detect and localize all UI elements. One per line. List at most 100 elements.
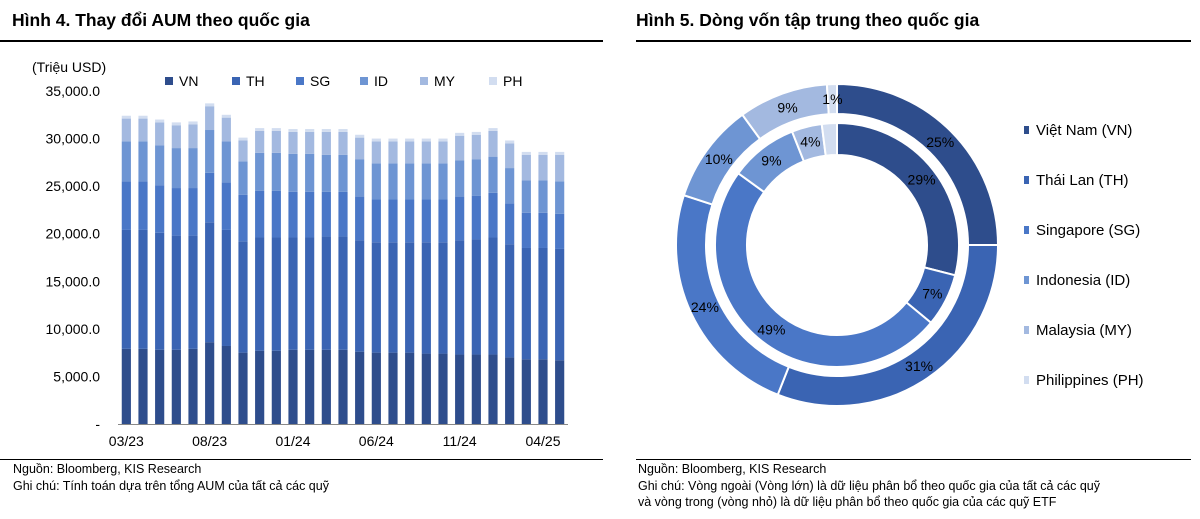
bar-segment-ph [305,129,315,132]
bar-segment-my [488,130,498,157]
x-tick-label: 08/23 [192,433,227,449]
legend-label-sg: Singapore (SG) [1036,222,1140,239]
bar-segment-th [171,235,181,350]
inner-ring-label-th: 7% [922,286,942,302]
figure-5-note-line1: Ghi chú: Vòng ngoài (Vòng lớn) là dữ liệ… [638,479,1101,493]
bar-segment-my [471,134,481,160]
legend-label-ph: Philippines (PH) [1036,372,1144,389]
bar-segment-id [421,163,431,200]
bar-segment-id [305,153,315,192]
y-tick-label: 20,000.0 [46,226,101,242]
bar-segment-id [521,180,531,213]
bar-segment-id [171,148,181,189]
bar-segment-sg [438,199,448,243]
bar-segment-vn [538,359,548,424]
bar-segment-sg [288,191,298,238]
bar-segment-vn [271,350,281,424]
bar-segment-th [471,239,481,355]
bar-segment-sg [355,196,365,241]
bar-segment-my [455,135,465,161]
bar-segment-th [488,237,498,355]
bar-segment-th [288,237,298,350]
bar-segment-ph [138,115,148,119]
legend-label-ph: PH [503,73,522,89]
bar-segment-id [155,145,165,186]
inner-ring-label-sg: 49% [757,322,785,338]
figure-4-note: Ghi chú: Tính toán dựa trên tổng AUM của… [13,479,329,493]
legend-swatch-vn [1024,126,1029,134]
y-tick-label: 35,000.0 [46,83,101,99]
bar-segment-sg [421,199,431,243]
bar-segment-vn [188,348,198,424]
bar-segment-sg [255,190,265,238]
bar-segment-th [438,242,448,354]
bar-segment-sg [138,181,148,230]
legend-label-vn: VN [179,73,198,89]
bar-segment-th [188,235,198,349]
bar-segment-my [205,106,215,131]
bar-segment-id [188,148,198,189]
bar-segment-th [238,241,248,353]
bar-segment-my [305,131,315,154]
bar-segment-my [138,118,148,142]
bar-segment-my [188,124,198,149]
bar-segment-id [338,154,348,192]
inner-ring-label-id: 9% [761,152,781,168]
legend-label-my: MY [434,73,456,89]
bar-segment-ph [505,140,515,144]
bar-segment-sg [555,213,565,249]
y-tick-label: 15,000.0 [46,273,101,289]
aum-stacked-bar-chart: (Triệu USD) - 5,000.0 10,000.0 15,000.0 20,00… [32,59,568,449]
legend-label-vn: Việt Nam (VN) [1036,122,1132,139]
bar-segment-sg [538,212,548,248]
bar-segment-id [388,163,398,200]
legend-label-th: Thái Lan (TH) [1036,172,1129,189]
bar-segment-th [538,247,548,360]
bar-segment-th [338,236,348,350]
bar-segment-my [121,118,131,142]
legend-swatch-th [1024,176,1029,184]
bar-segment-ph [371,138,381,142]
bar-segment-my [255,130,265,153]
bar-segment-id [355,159,365,197]
bar-segment-vn [355,351,365,424]
bar-segment-id [255,152,265,191]
source-rule [636,459,1191,460]
bar-segment-id [205,130,215,173]
bar-segment-my [438,141,448,164]
title-rule [0,40,603,42]
legend-label-sg: SG [310,73,330,89]
bar-segment-vn [155,349,165,424]
bar-segment-my [505,143,515,169]
bar-segment-sg [155,185,165,233]
bar-segment-vn [205,342,215,424]
bar-segment-vn [488,354,498,424]
bar-segment-sg [221,182,231,230]
figure-4-title: Hình 4. Thay đổi AUM theo quốc gia [12,10,310,30]
bar-segment-ph [555,151,565,155]
bar-segment-ph [521,151,531,155]
bar-segment-my [371,141,381,164]
bar-segment-ph [421,138,431,142]
legend-swatch-my [420,77,428,85]
x-tick-label: 01/24 [275,433,310,449]
outer-ring-slice-ph [825,82,838,116]
bar-segment-ph [205,103,215,107]
bar-segment-vn [138,348,148,424]
bar-segment-sg [471,195,481,240]
figure-4-source: Nguồn: Bloomberg, KIS Research [13,462,202,476]
bar-segment-ph [288,129,298,132]
bar-segment-sg [371,199,381,243]
bar-segment-sg [405,199,415,243]
bar-segment-my [288,131,298,154]
bar-segment-ph [238,137,248,141]
legend-label-th: TH [246,73,265,89]
bar-segment-ph [321,129,331,132]
bar-segment-sg [171,188,181,236]
bar-segment-ph [121,115,131,119]
bar-segment-sg [505,203,515,245]
bar-segment-vn [521,359,531,424]
bar-segment-vn [338,349,348,424]
bar-segment-ph [538,151,548,155]
bar-segment-my [171,125,181,149]
